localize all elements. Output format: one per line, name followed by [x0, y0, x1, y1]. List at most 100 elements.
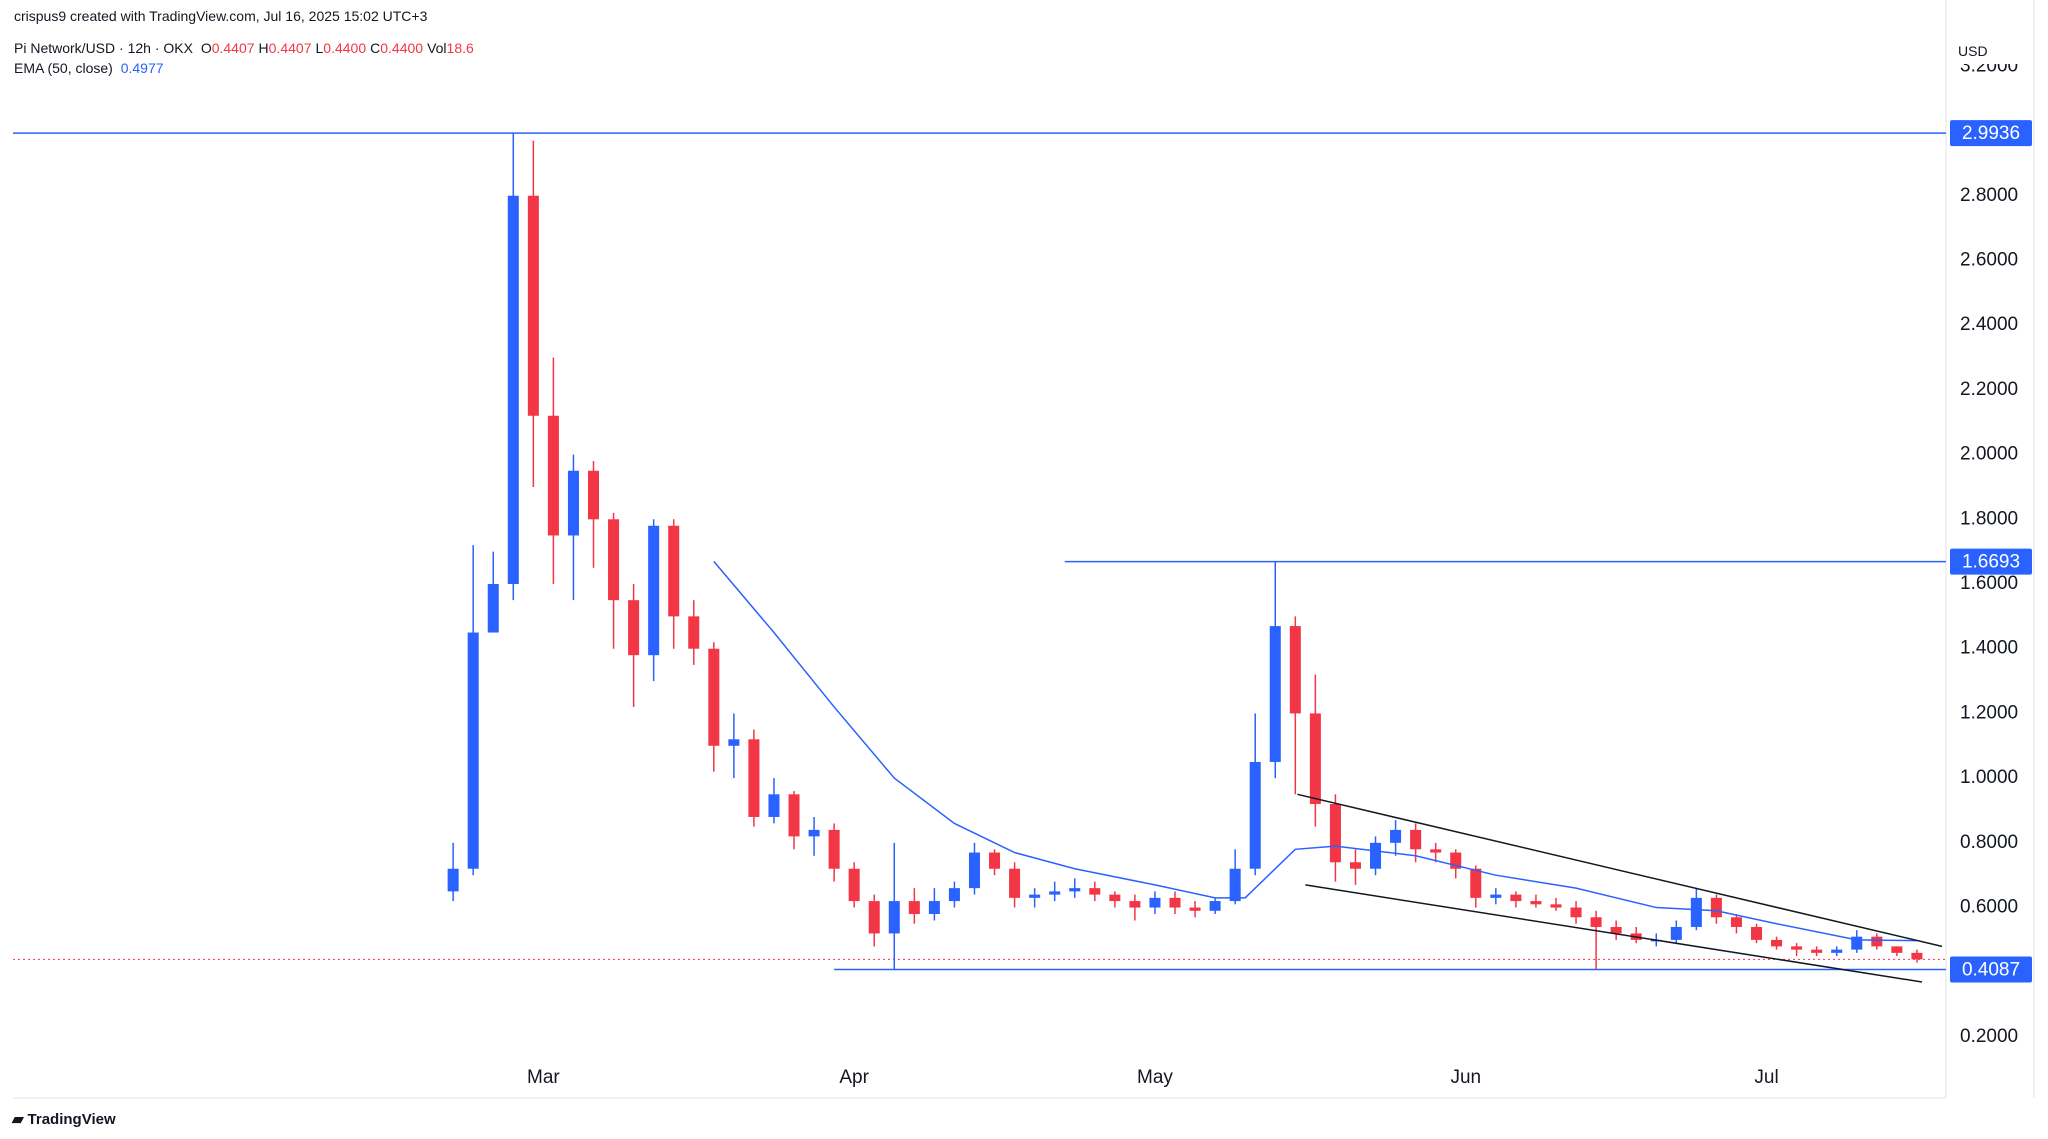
candle-body	[748, 739, 760, 817]
y-tick-label: 2.8000	[1960, 185, 2018, 206]
candle-body	[989, 852, 1001, 869]
trendline	[1305, 884, 1923, 983]
candle-body	[1590, 917, 1602, 927]
x-tick-label: Jun	[1450, 1067, 1481, 1088]
candle-body	[1089, 888, 1101, 895]
candle-body	[1570, 907, 1582, 918]
plot	[13, 132, 1946, 983]
candle-body	[1670, 926, 1682, 940]
ohlc-value: 0.4407	[268, 40, 312, 56]
candle-body	[1750, 926, 1763, 940]
y-tick-label: 1.2000	[1960, 702, 2018, 723]
candle-body	[888, 901, 900, 934]
level-badge	[1950, 956, 2032, 983]
level-label: 2.9936	[1962, 123, 2020, 144]
symbol: Pi Network/USD · 12h · OKX	[14, 40, 193, 56]
trendline	[1297, 793, 1943, 948]
candle-body	[1490, 894, 1502, 898]
candle-body	[1911, 952, 1923, 960]
candle-body	[1189, 907, 1201, 911]
candle-body	[648, 525, 660, 656]
currency: USD	[1958, 38, 2028, 64]
candle-body	[507, 195, 519, 585]
y-tick-label: 2.0000	[1960, 444, 2018, 465]
ohlc-value: 18.6	[446, 40, 474, 56]
y-tick-label: 2.4000	[1960, 314, 2018, 335]
candle-body	[1229, 868, 1241, 902]
x-tick-label: Jul	[1754, 1067, 1778, 1088]
candle-body	[828, 829, 840, 869]
candle-body	[1771, 939, 1783, 947]
candle-body	[688, 616, 700, 649]
candle-body	[668, 525, 680, 617]
x-tick-label: Mar	[527, 1067, 560, 1088]
candle-body	[1851, 936, 1863, 950]
ohlc-value: 0.4400	[323, 40, 367, 56]
candle-body	[587, 470, 600, 520]
candle-body	[1470, 868, 1482, 898]
candle-body	[608, 519, 620, 601]
ohlc-label: L	[315, 40, 324, 56]
ohlc: O0.4407 H0.4407 L0.4400 C0.4400 Vol18.6	[201, 40, 478, 56]
candle-body	[1450, 852, 1462, 869]
candle-body	[1109, 894, 1121, 902]
ohlc-label: C	[370, 40, 381, 56]
candle-body	[1069, 888, 1081, 892]
candle-body	[1370, 842, 1382, 869]
candle-body	[868, 901, 880, 934]
x-tick-label: May	[1137, 1067, 1173, 1088]
candle-body	[1289, 626, 1301, 714]
candle-body	[1510, 894, 1522, 902]
ohlc-label: H	[258, 40, 269, 56]
credit: crispus9 created with TradingView.com, J…	[14, 8, 428, 24]
candle-body	[1349, 862, 1361, 869]
indicator-row: EMA (50, close) 0.4977	[14, 60, 168, 76]
brand: ▰ TradingView	[12, 1111, 116, 1128]
candle-body	[567, 470, 579, 536]
ohlc-label: O	[200, 40, 212, 56]
candle-body	[467, 632, 479, 869]
y-tick-label: 0.2000	[1960, 1026, 2018, 1047]
level-label: 1.6693	[1962, 552, 2020, 573]
candle-body	[1530, 901, 1542, 905]
candle-body	[848, 868, 860, 902]
level-label: 0.4087	[1962, 959, 2020, 980]
candle-body	[1269, 626, 1281, 762]
candle-body	[1430, 849, 1442, 853]
ohlc-label: Vol	[427, 40, 447, 56]
candle-body	[1209, 901, 1221, 911]
candle-body	[1791, 946, 1803, 950]
candle-body	[1831, 949, 1843, 953]
y-tick-label: 1.6000	[1960, 573, 2018, 594]
candle-body	[1550, 904, 1562, 908]
candle-body	[1129, 901, 1141, 908]
candle-body	[1049, 891, 1061, 895]
ohlc-value: 0.4400	[380, 40, 424, 56]
y-tick-label: 0.8000	[1960, 832, 2018, 853]
candle-body	[1029, 894, 1041, 898]
candle-body	[1329, 804, 1341, 863]
candle-body	[547, 415, 559, 536]
candle-body	[1169, 897, 1181, 908]
candle-body	[968, 852, 981, 889]
level-badge	[1950, 120, 2032, 147]
candle-body	[487, 584, 499, 633]
candle-body	[788, 794, 800, 837]
x-tick-label: Apr	[839, 1067, 869, 1088]
y-tick-label: 1.8000	[1960, 508, 2018, 529]
y-tick-label: 1.4000	[1960, 638, 2018, 659]
candle-body	[808, 829, 820, 837]
candle-body	[728, 739, 740, 746]
candle-body	[1309, 713, 1321, 805]
indicator: EMA (50, close)	[14, 60, 113, 76]
y-tick-label: 2.6000	[1960, 249, 2018, 270]
brand-text: TradingView	[27, 1111, 116, 1128]
candle-body	[1009, 868, 1021, 898]
y-tick-label: 1.0000	[1960, 767, 2018, 788]
level-badge	[1950, 548, 2032, 575]
candle-body	[1871, 936, 1883, 947]
candle-body	[1149, 897, 1161, 908]
candle-body	[1410, 829, 1422, 850]
candle-body	[708, 648, 720, 746]
